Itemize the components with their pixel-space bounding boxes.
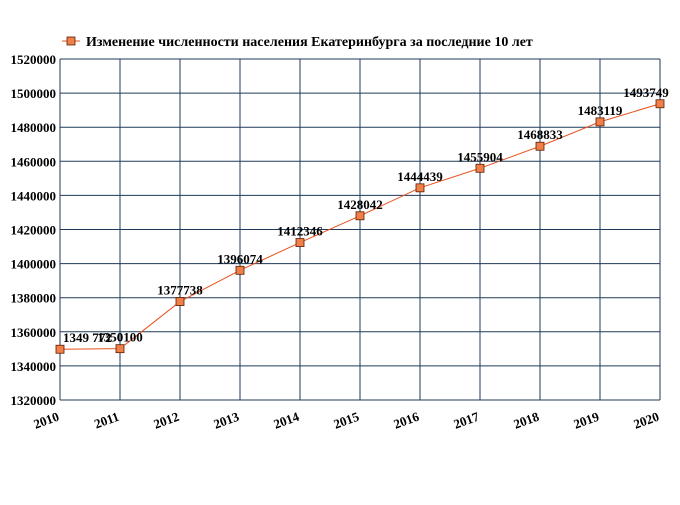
data-point-marker bbox=[55, 344, 65, 354]
y-tick-label: 1480000 bbox=[11, 120, 57, 135]
plot-area bbox=[59, 58, 661, 401]
x-tick-label: 2020 bbox=[631, 409, 661, 432]
y-tick-label: 1420000 bbox=[11, 223, 57, 238]
x-tick-label: 2017 bbox=[451, 409, 481, 432]
y-axis: 1320000 1340000 1360000 1380000 1400000 14200… bbox=[11, 52, 57, 408]
data-point-marker bbox=[415, 183, 425, 193]
data-point-marker bbox=[235, 265, 245, 275]
x-tick-label: 2015 bbox=[331, 409, 361, 432]
data-label: 1428042 bbox=[337, 197, 383, 212]
legend-marker-sample bbox=[66, 36, 76, 46]
y-tick-label: 1460000 bbox=[11, 154, 57, 169]
y-tick-label: 1500000 bbox=[11, 86, 57, 101]
data-point-marker bbox=[295, 238, 305, 247]
data-point-marker bbox=[595, 117, 605, 127]
x-tick-label: 2010 bbox=[31, 409, 61, 432]
data-label: 1396074 bbox=[217, 251, 263, 266]
data-point-marker bbox=[535, 141, 545, 151]
data-label: 1349 772 bbox=[63, 330, 112, 345]
data-label: 1493749 bbox=[623, 85, 669, 100]
x-tick-label: 2014 bbox=[271, 409, 301, 432]
data-point-marker bbox=[175, 297, 185, 306]
y-tick-label: 1360000 bbox=[11, 325, 57, 340]
legend: Изменение численности населения Екатерин… bbox=[62, 35, 533, 50]
y-tick-label: 1320000 bbox=[11, 393, 57, 408]
data-label: 1444439 bbox=[397, 169, 443, 184]
x-tick-label: 2019 bbox=[571, 409, 601, 432]
x-tick-label: 2013 bbox=[211, 409, 241, 432]
x-tick-label: 2018 bbox=[511, 409, 541, 432]
data-label: 1468833 bbox=[517, 127, 563, 142]
data-point-marker bbox=[115, 344, 125, 354]
y-tick-label: 1340000 bbox=[11, 359, 57, 374]
data-label: 1483119 bbox=[578, 103, 623, 118]
series-markers bbox=[55, 99, 665, 354]
data-label: 1377738 bbox=[157, 283, 203, 298]
x-axis: 2010 2011 2012 2013 2014 2015 2016 2017 2018 2019… bbox=[31, 409, 661, 432]
data-point-marker bbox=[475, 163, 485, 173]
legend-label: Изменение численности населения Екатерин… bbox=[86, 35, 533, 50]
data-label: 1350100 bbox=[97, 330, 143, 345]
x-tick-label: 2016 bbox=[391, 409, 421, 432]
data-point-marker bbox=[355, 211, 365, 221]
data-point-marker bbox=[655, 99, 665, 109]
y-tick-label: 1440000 bbox=[11, 188, 57, 203]
y-tick-label: 1520000 bbox=[11, 52, 57, 67]
y-tick-label: 1400000 bbox=[11, 257, 57, 272]
x-tick-label: 2012 bbox=[151, 409, 181, 432]
data-label: 1412346 bbox=[277, 224, 323, 239]
data-label: 1455904 bbox=[457, 149, 503, 164]
y-tick-label: 1380000 bbox=[11, 291, 57, 306]
x-tick-label: 2011 bbox=[92, 409, 121, 432]
